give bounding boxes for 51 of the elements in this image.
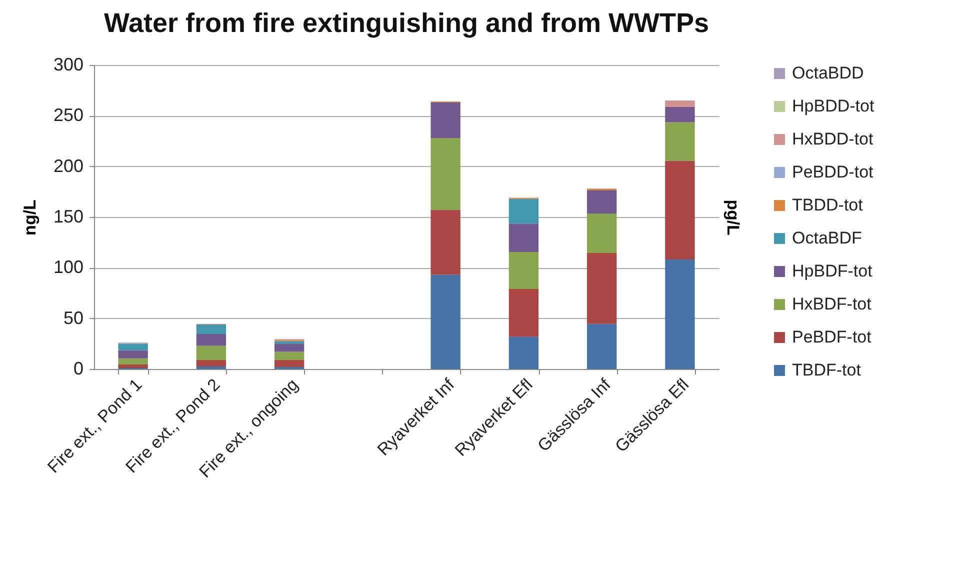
bar — [118, 350, 148, 358]
legend-label: HpBDF-tot — [792, 262, 873, 280]
bar — [118, 344, 148, 350]
bar — [665, 122, 695, 161]
chart-title: Water from fire extinguishing and from WWTPs — [104, 8, 710, 38]
y-axis-title: ng/L — [20, 200, 40, 236]
bar — [508, 198, 539, 224]
y-tick-label: 250 — [53, 105, 84, 126]
bar — [586, 190, 617, 214]
y-tick-label: 150 — [53, 206, 84, 226]
bar — [586, 324, 617, 369]
bar — [196, 346, 226, 360]
y2-axis-title: pg/L — [724, 200, 742, 236]
bar — [430, 102, 460, 138]
bar — [665, 100, 695, 108]
bar — [586, 213, 617, 253]
bar — [118, 358, 148, 364]
bar — [196, 366, 226, 369]
legend-label: TBDD-tot — [792, 196, 864, 214]
bar — [665, 160, 695, 260]
bar — [665, 260, 695, 369]
bar — [430, 274, 460, 369]
bar — [665, 107, 695, 122]
y-tick-label: 50 — [63, 308, 84, 328]
bar — [274, 341, 304, 344]
bar — [196, 334, 226, 346]
bar — [118, 364, 148, 368]
bar — [430, 210, 460, 275]
bar — [274, 352, 304, 360]
bar — [274, 360, 304, 367]
legend-label: HxBDD-tot — [792, 130, 874, 148]
bar — [508, 288, 539, 337]
legend-label: PeBDD-tot — [792, 162, 874, 182]
bar — [508, 252, 539, 289]
bar — [196, 324, 226, 334]
legend-label: TBDF-tot — [792, 360, 862, 380]
bar — [274, 344, 304, 352]
y-tick-label: 0 — [73, 358, 84, 378]
bar — [508, 336, 539, 369]
y-tick-label: 200 — [53, 156, 84, 176]
bar — [430, 138, 460, 210]
bar — [508, 224, 539, 252]
bar — [196, 360, 226, 366]
legend-label: PeBDF-tot — [792, 328, 872, 346]
legend-label: HpBDD-tot — [792, 96, 874, 116]
legend-label: OctaBDF — [792, 228, 862, 248]
legend-label: HxBDF-tot — [792, 294, 872, 314]
y-tick-label: 100 — [53, 257, 84, 278]
bar — [586, 252, 617, 324]
y-tick-label: 300 — [53, 54, 84, 74]
legend-label: OctaBDD — [792, 64, 864, 82]
